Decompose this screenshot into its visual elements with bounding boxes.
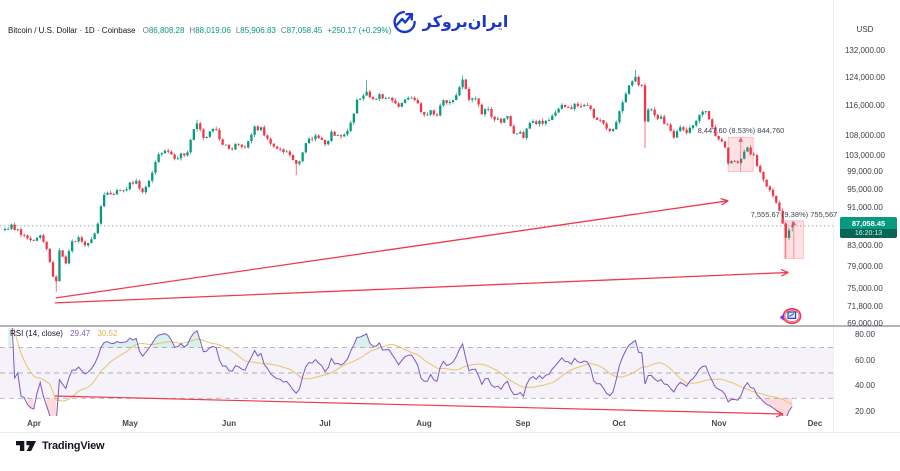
ohlc-high: H88,019.06 xyxy=(189,26,231,35)
rsi-ma-line xyxy=(13,328,793,405)
axis-divider xyxy=(833,0,834,432)
price-tick: 79,000.00 xyxy=(847,262,883,271)
price-tick: 116,000.00 xyxy=(845,101,885,110)
month-label: Jul xyxy=(319,419,331,428)
price-tick: 91,000.00 xyxy=(847,203,883,212)
time-axis-border xyxy=(0,432,900,433)
price-tick: 71,800.00 xyxy=(847,302,883,311)
rsi-title[interactable]: RSI xyxy=(10,329,24,338)
price-tick: 124,000.00 xyxy=(844,73,886,82)
bar-countdown: 16:20:13 xyxy=(840,229,897,238)
rsi-tick: 20.00 xyxy=(854,407,876,416)
rsi-value: 29.47 xyxy=(70,329,91,338)
last-price-value: 87,058.45 xyxy=(840,217,897,229)
price-range-box-2 xyxy=(783,220,804,259)
month-label: Apr xyxy=(27,419,41,428)
tradingview-icon xyxy=(16,441,36,451)
rsi-ma-value: 30.52 xyxy=(97,329,118,338)
candles xyxy=(3,69,794,292)
month-label: Nov xyxy=(711,419,727,428)
tradingview-label: TradingView xyxy=(42,439,105,452)
price-tick: 108,000.00 xyxy=(844,131,886,140)
price-range-box-1 xyxy=(727,136,754,173)
month-label: Oct xyxy=(612,419,626,428)
stamp-icon xyxy=(779,307,802,324)
price-tick: 69,000.00 xyxy=(847,319,883,328)
trend-arrow-2 xyxy=(54,269,789,304)
price-tick: 103,000.00 xyxy=(844,151,886,160)
rsi-tick: 60.00 xyxy=(854,356,876,365)
price-tick: 83,000.00 xyxy=(847,241,883,250)
price-range-label-1: 8,447.60 (8.53%) 844,760 xyxy=(697,126,785,135)
ohlc-close: C87,058.45 xyxy=(280,26,323,35)
price-tick: 132,000.00 xyxy=(844,46,886,55)
price-axis[interactable]: USD 132,000.00 124,000.00 116,000.00 108,00… xyxy=(834,0,900,432)
price-change: +250.17 (+0.29%) xyxy=(327,26,392,35)
rsi-tick: 80.00 xyxy=(854,330,876,339)
rsi-pane xyxy=(0,328,833,416)
iranbroker-logo[interactable]: ایران‌بروکر xyxy=(392,9,509,35)
price-range-label-2: 7,555.67 (9.38%) 755,567 xyxy=(750,210,838,219)
currency-label: USD xyxy=(856,25,874,34)
month-label: Aug xyxy=(416,419,432,428)
ohlc-open: O86,808.28 xyxy=(142,26,185,35)
iranbroker-chart-icon xyxy=(393,10,416,34)
tradingview-attribution[interactable]: TradingView xyxy=(16,439,105,452)
pane-separator[interactable] xyxy=(0,325,900,327)
rsi-legend: RSI (14, close) 29.47 30.52 xyxy=(10,329,117,338)
trend-arrow-1 xyxy=(55,198,729,299)
rsi-params: (14, close) xyxy=(25,329,63,338)
last-price-tag: 87,058.45 16:20:13 xyxy=(840,217,897,238)
symbol-title[interactable]: Bitcoin / U.S. Dollar · 1D · Coinbase xyxy=(8,26,136,35)
price-tick: 75,000.00 xyxy=(847,284,883,293)
month-label: Sep xyxy=(515,419,531,428)
price-tick: 95,000.00 xyxy=(847,185,883,194)
time-axis[interactable]: Apr May Jun Jul Aug Sep Oct Nov Dec xyxy=(0,417,833,432)
month-label: Dec xyxy=(807,419,823,428)
month-label: Jun xyxy=(221,419,237,428)
symbol-legend: Bitcoin / U.S. Dollar · 1D · Coinbase O8… xyxy=(8,26,391,35)
rsi-line xyxy=(11,328,793,416)
price-tick: 99,000.00 xyxy=(847,167,883,176)
brand-name: ایران‌بروکر xyxy=(422,12,509,31)
rsi-trend-arrow xyxy=(54,395,784,418)
rsi-tick: 40.00 xyxy=(854,381,876,390)
ohlc-low: L85,906.83 xyxy=(235,26,276,35)
month-label: May xyxy=(122,419,138,428)
